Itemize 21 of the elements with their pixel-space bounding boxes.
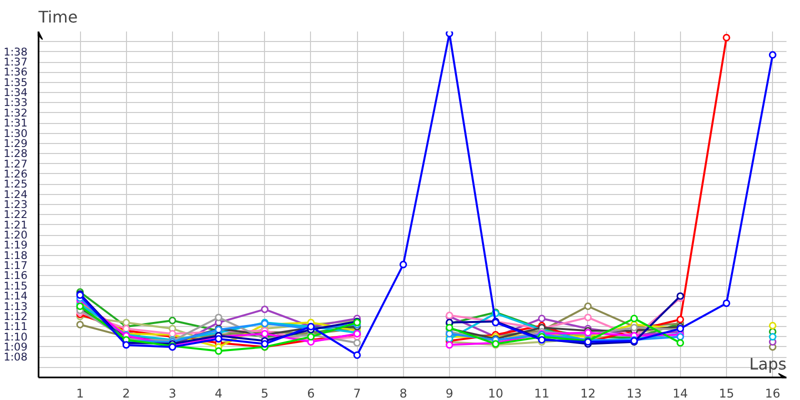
x-tick-label: 4 [214, 386, 222, 400]
x-tick-label: 10 [488, 386, 504, 400]
x-tick-label: 13 [626, 386, 642, 400]
y-tick-label: 1:23 [4, 198, 28, 211]
x-tick-label: 8 [399, 386, 408, 400]
y-axis-title: Time [38, 8, 78, 26]
x-tick-label: 6 [307, 386, 315, 400]
x-tick-label: 5 [260, 386, 269, 400]
x-tick-label: 7 [353, 386, 361, 400]
x-tick-label: 15 [718, 386, 734, 400]
x-tick-label: 16 [765, 386, 780, 400]
x-tick-label: 11 [534, 386, 550, 400]
x-axis-title: Laps [749, 354, 787, 374]
y-tick-label: 1:08 [4, 350, 28, 364]
x-tick-label: 9 [446, 386, 454, 400]
x-tick-label: 14 [672, 386, 688, 400]
x-tick-label: 3 [168, 386, 176, 400]
x-tick-label: 12 [580, 386, 596, 400]
x-tick-label: 1 [76, 386, 84, 400]
y-tick-label: 1:38 [4, 45, 28, 58]
x-tick-label: 2 [122, 386, 130, 400]
